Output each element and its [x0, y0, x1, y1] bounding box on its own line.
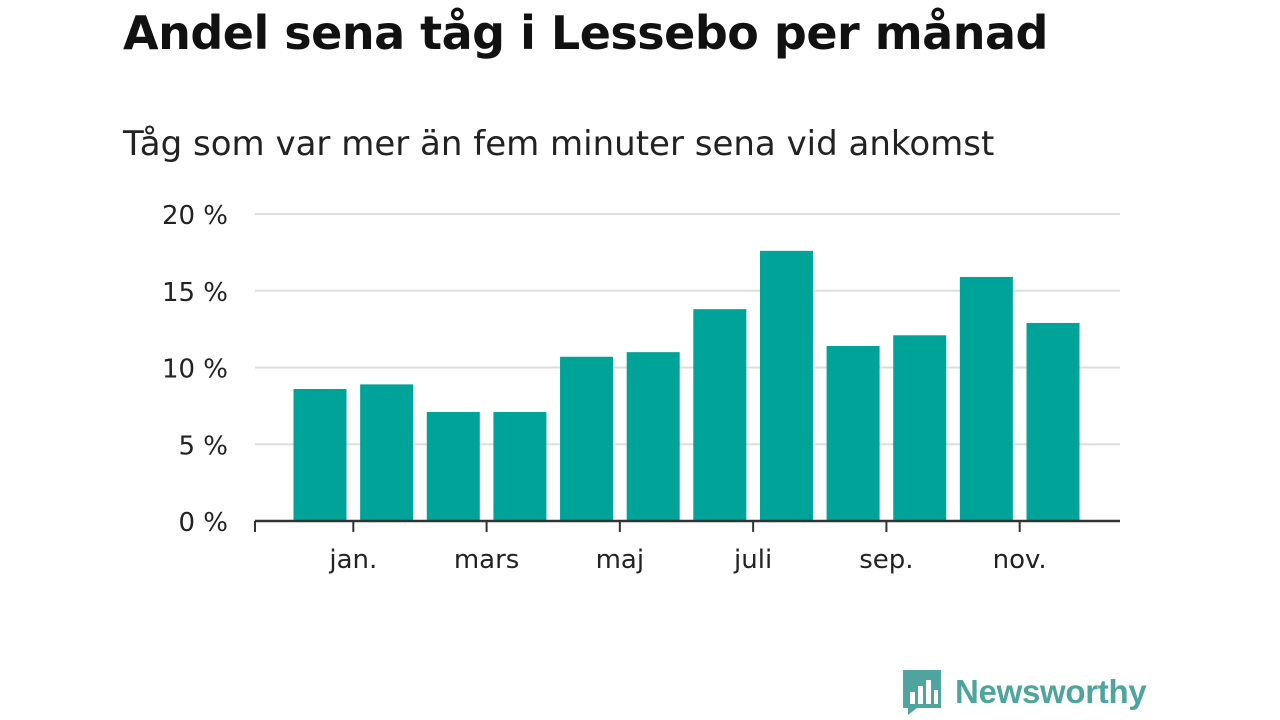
y-tick-label: 10 %: [162, 355, 228, 385]
bar: [893, 335, 947, 521]
x-tick-label: sep.: [859, 545, 913, 575]
x-tick-label: jan.: [328, 545, 377, 575]
y-tick-label: 0 %: [178, 508, 228, 538]
x-tick-label: mars: [454, 545, 520, 575]
bar: [1026, 322, 1080, 521]
bar: [426, 412, 480, 521]
brand-name: Newsworthy: [955, 673, 1147, 710]
bar: [493, 412, 547, 521]
x-tick-label: maj: [596, 545, 644, 575]
y-tick-label: 5 %: [178, 431, 228, 461]
bar-chart-speech-bubble-icon: [903, 670, 941, 715]
bar: [759, 250, 813, 521]
x-tick-label: juli: [733, 545, 772, 575]
chart-subtitle: Tåg som var mer än fem minuter sena vid …: [123, 124, 995, 164]
bar: [959, 276, 1013, 521]
bar: [360, 384, 414, 521]
y-tick-label: 15 %: [162, 278, 228, 308]
x-tick-label: nov.: [993, 545, 1047, 575]
bar: [560, 356, 614, 521]
y-tick-label: 20 %: [162, 201, 228, 231]
bar: [826, 346, 880, 521]
chart-title: Andel sena tåg i Lessebo per månad: [123, 6, 1048, 60]
newsworthy-logo: Newsworthy: [903, 668, 1147, 716]
bar: [626, 352, 680, 521]
bar: [293, 388, 347, 521]
bar: [693, 309, 747, 521]
